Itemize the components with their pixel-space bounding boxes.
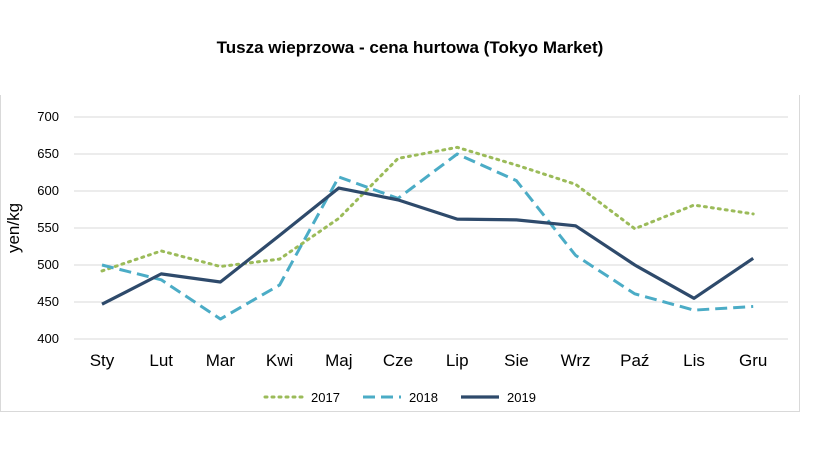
legend-label-2019: 2019 [507, 390, 536, 405]
y-tick-label: 450 [37, 294, 59, 309]
y-tick-label: 400 [37, 331, 59, 346]
y-tick-label: 600 [37, 183, 59, 198]
x-tick-label: Mar [206, 351, 236, 370]
chart-border-right [799, 95, 800, 412]
chart-title: Tusza wieprzowa - cena hurtowa (Tokyo Ma… [216, 38, 604, 57]
y-tick-label: 500 [37, 257, 59, 272]
y-tick-label: 700 [37, 109, 59, 124]
x-tick-label: Lip [446, 351, 469, 370]
series-line-2018 [101, 152, 754, 321]
series-line-2017 [100, 145, 755, 273]
x-tick-label: Gru [739, 351, 767, 370]
chart-border-left [0, 95, 1, 412]
legend-label-2018: 2018 [409, 390, 438, 405]
y-axis-label: yen/kg [4, 203, 23, 253]
legend-label-2017: 2017 [311, 390, 340, 405]
y-tick-label: 550 [37, 220, 59, 235]
x-tick-label: Lut [149, 351, 173, 370]
x-tick-label: Sty [90, 351, 115, 370]
x-tick-label: Maj [325, 351, 352, 370]
x-tick-label: Paź [620, 351, 649, 370]
x-tick-labels: Sty Lut Mar Kwi Maj Cze Lip Sie Wrz Paź Lis Gru [90, 351, 768, 370]
series-lines [100, 145, 755, 321]
x-tick-label: Cze [383, 351, 413, 370]
x-tick-label: Sie [504, 351, 529, 370]
y-tick-labels: 400 450 500 550 600 650 700 [37, 109, 59, 346]
x-tick-label: Lis [683, 351, 705, 370]
x-tick-label: Kwi [266, 351, 293, 370]
y-tick-label: 650 [37, 146, 59, 161]
legend: 2017 2018 2019 [263, 390, 536, 405]
chart-border-bottom [0, 411, 800, 412]
x-tick-label: Wrz [561, 351, 591, 370]
series-line-2019 [101, 186, 755, 306]
